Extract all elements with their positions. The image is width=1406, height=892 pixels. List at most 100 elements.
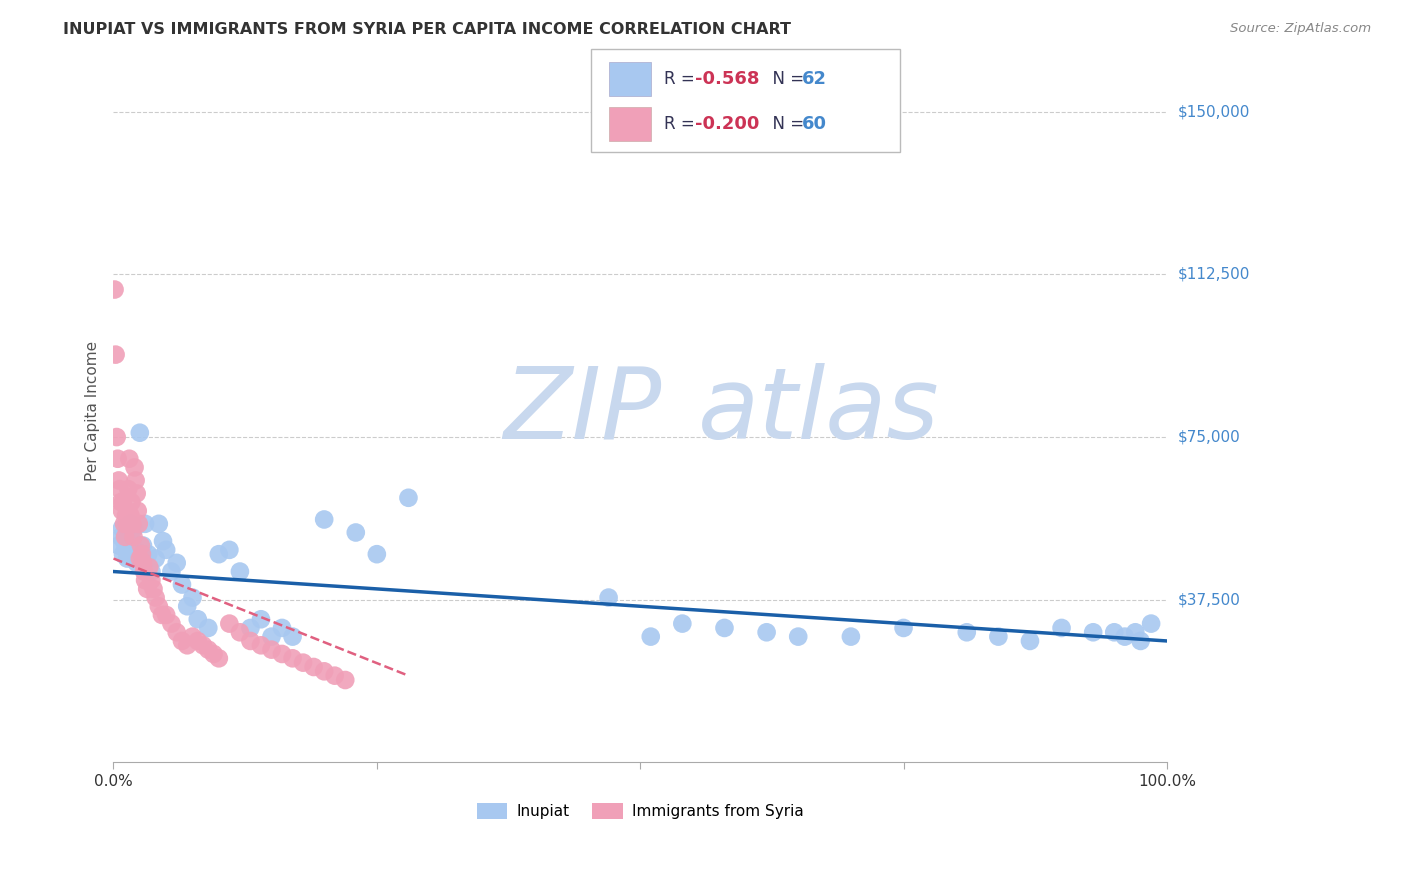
Point	[839, 630, 862, 644]
Point	[125, 556, 148, 570]
Point	[145, 591, 167, 605]
Point	[117, 482, 139, 496]
Point	[1140, 616, 1163, 631]
Point	[1102, 625, 1125, 640]
Point	[218, 542, 240, 557]
Point	[115, 508, 138, 523]
Text: atlas: atlas	[699, 362, 939, 459]
Point	[260, 642, 283, 657]
Point	[1123, 625, 1146, 640]
Point	[250, 638, 273, 652]
Point	[176, 638, 198, 652]
Point	[136, 547, 159, 561]
Point	[103, 283, 125, 297]
Point	[108, 482, 131, 496]
Point	[107, 474, 129, 488]
Text: 62: 62	[801, 70, 827, 88]
Point	[110, 495, 132, 509]
Point	[129, 539, 152, 553]
Point	[152, 534, 174, 549]
Point	[125, 486, 148, 500]
Point	[112, 516, 135, 531]
Point	[893, 621, 915, 635]
Point	[640, 630, 662, 644]
Point	[105, 430, 128, 444]
Point	[120, 516, 142, 531]
Point	[155, 607, 177, 622]
Text: -0.568: -0.568	[695, 70, 759, 88]
Point	[302, 660, 325, 674]
Y-axis label: Per Capita Income: Per Capita Income	[86, 341, 100, 481]
Point	[111, 547, 134, 561]
Point	[128, 425, 150, 440]
Point	[107, 539, 129, 553]
Text: ZIP: ZIP	[503, 362, 661, 459]
Point	[987, 630, 1010, 644]
Text: Source: ZipAtlas.com: Source: ZipAtlas.com	[1230, 22, 1371, 36]
Point	[170, 634, 193, 648]
Point	[128, 516, 150, 531]
Point	[787, 630, 810, 644]
Point	[314, 512, 336, 526]
Legend: Inupiat, Immigrants from Syria: Inupiat, Immigrants from Syria	[471, 797, 810, 825]
Point	[150, 607, 173, 622]
Point	[335, 673, 357, 687]
Point	[118, 539, 141, 553]
Point	[134, 573, 156, 587]
Point	[292, 656, 315, 670]
Point	[142, 582, 165, 596]
Point	[118, 451, 141, 466]
Text: 60: 60	[801, 115, 827, 133]
Point	[956, 625, 979, 640]
Point	[598, 591, 620, 605]
Point	[141, 565, 163, 579]
Text: N =: N =	[762, 115, 810, 133]
Point	[271, 647, 294, 661]
Point	[191, 638, 214, 652]
Text: -0.200: -0.200	[695, 115, 759, 133]
Point	[134, 516, 156, 531]
Point	[239, 634, 262, 648]
Point	[197, 642, 219, 657]
Point	[132, 539, 155, 553]
Point	[114, 525, 136, 540]
Point	[155, 542, 177, 557]
Point	[260, 630, 283, 644]
Point	[117, 530, 139, 544]
Point	[120, 495, 142, 509]
Point	[114, 530, 136, 544]
Point	[1083, 625, 1105, 640]
Point	[229, 625, 252, 640]
Point	[124, 474, 146, 488]
Point	[170, 577, 193, 591]
Point	[111, 504, 134, 518]
Point	[671, 616, 693, 631]
Point	[120, 547, 142, 561]
Text: $37,500: $37,500	[1178, 592, 1241, 607]
Point	[271, 621, 294, 635]
Point	[110, 530, 132, 544]
Point	[366, 547, 388, 561]
Point	[239, 621, 262, 635]
Point	[112, 534, 135, 549]
Text: INUPIAT VS IMMIGRANTS FROM SYRIA PER CAPITA INCOME CORRELATION CHART: INUPIAT VS IMMIGRANTS FROM SYRIA PER CAP…	[63, 22, 792, 37]
Point	[187, 634, 209, 648]
Point	[1114, 630, 1136, 644]
Point	[145, 551, 167, 566]
Point	[229, 565, 252, 579]
Point	[1019, 634, 1042, 648]
Point	[1129, 634, 1152, 648]
Point	[755, 625, 778, 640]
Point	[181, 630, 204, 644]
Text: $75,000: $75,000	[1178, 430, 1240, 444]
Point	[281, 651, 304, 665]
Point	[166, 625, 188, 640]
Point	[124, 460, 146, 475]
Point	[148, 516, 170, 531]
Point	[166, 556, 188, 570]
Text: R =: R =	[664, 115, 700, 133]
Point	[208, 547, 231, 561]
Point	[111, 495, 134, 509]
Point	[131, 547, 153, 561]
Point	[176, 599, 198, 614]
